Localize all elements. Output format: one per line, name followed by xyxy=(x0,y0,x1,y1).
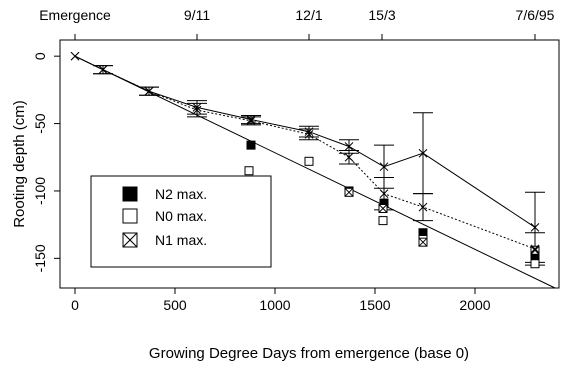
data-point-N1-3-cross-b xyxy=(530,245,540,255)
data-point-mean1-9 xyxy=(530,222,540,232)
data-point-mean1-8-stroke-b xyxy=(418,148,428,158)
legend-marker-shape xyxy=(122,186,138,202)
series-lines-layer xyxy=(74,55,536,250)
data-point-mean2-9 xyxy=(530,244,540,254)
data-point-N0-2-shape xyxy=(378,216,388,226)
x-tick-label-1: 500 xyxy=(163,297,187,313)
data-point-N0-2 xyxy=(378,216,388,226)
data-point-mean1-4-stroke-b xyxy=(246,115,256,124)
y-tick-label-1: -50 xyxy=(32,113,48,133)
x-tick-label-3: 1500 xyxy=(359,297,390,313)
data-point-mean2-6 xyxy=(344,152,354,162)
ticks-layer: 0 500 1000 1500 2000 0 -50 -100 -150 xyxy=(32,52,491,313)
data-point-mean2-2 xyxy=(144,86,154,96)
legend-marker-shape xyxy=(122,208,138,224)
data-point-mean1-6-stroke-b xyxy=(344,142,354,151)
data-point-N2-0 xyxy=(246,140,256,150)
data-point-mean2-0 xyxy=(70,51,80,61)
legend-marker-N0 xyxy=(122,208,138,224)
data-point-mean2-9-stroke-b xyxy=(530,244,540,254)
data-point-mean1-5 xyxy=(304,127,314,137)
data-point-mean1-3 xyxy=(192,103,202,112)
top-tick-label-2: 12/1 xyxy=(295,7,322,23)
data-point-N0-1-shape xyxy=(304,156,314,166)
top-tick-label-3: 15/3 xyxy=(368,7,395,23)
series-line-mean2 xyxy=(74,55,536,250)
data-point-mean1-7-stroke-b xyxy=(379,162,389,172)
data-point-mean2-1-stroke-b xyxy=(98,65,108,75)
data-point-N0-0-shape xyxy=(244,166,254,176)
data-point-mean1-7 xyxy=(379,162,389,172)
data-point-mean2-8 xyxy=(418,202,428,212)
data-point-mean2-2-stroke-b xyxy=(144,86,154,96)
data-point-mean2-7-stroke-b xyxy=(379,189,389,199)
data-point-mean2-6-stroke-b xyxy=(344,152,354,162)
legend: N2 max. N0 max. N1 max. xyxy=(90,175,272,268)
legend-box xyxy=(90,175,272,268)
x-tick-label-2: 1000 xyxy=(259,297,290,313)
data-point-mean1-6 xyxy=(344,142,354,151)
x-tick-label-4: 2000 xyxy=(459,297,490,313)
data-point-mean2-5-stroke-b xyxy=(304,129,314,139)
data-point-mean1-9-stroke-b xyxy=(530,222,540,232)
data-point-mean2-7 xyxy=(379,189,389,199)
x-axis-label: Growing Degree Days from emergence (base… xyxy=(149,345,469,362)
data-point-mean2-0-stroke-b xyxy=(70,51,80,61)
top-tick-label-4: 7/6/95 xyxy=(516,7,555,23)
legend-label-n2: N2 max. xyxy=(155,186,207,202)
data-point-mean1-3-stroke-b xyxy=(192,103,202,112)
data-point-N0-0 xyxy=(244,166,254,176)
data-point-mean2-1 xyxy=(98,65,108,75)
markers-layer xyxy=(70,51,540,269)
y-axis-label: Rooting depth (cm) xyxy=(11,100,28,228)
legend-markers xyxy=(122,186,138,248)
top-tick-label-0: Emergence xyxy=(39,7,111,23)
x-tick-label-0: 0 xyxy=(71,297,79,313)
y-tick-label-3: -150 xyxy=(32,244,48,272)
legend-label-n0: N0 max. xyxy=(155,208,207,224)
legend-marker-N2 xyxy=(122,186,138,202)
data-point-N0-4 xyxy=(530,259,540,269)
data-point-mean2-8-stroke-b xyxy=(418,202,428,212)
legend-label-n1: N1 max. xyxy=(155,232,207,248)
data-point-N1-2 xyxy=(418,237,428,247)
data-point-N0-1 xyxy=(304,156,314,166)
data-point-N1-0-cross-b xyxy=(344,187,354,197)
data-point-mean2-4 xyxy=(246,116,256,126)
top-tick-label-1: 9/11 xyxy=(184,7,210,23)
data-point-N2-0-shape xyxy=(246,140,256,150)
data-point-mean2-3-stroke-b xyxy=(192,105,202,115)
data-point-mean2-5 xyxy=(304,129,314,139)
data-point-N0-4-shape xyxy=(530,259,540,269)
data-point-mean1-4 xyxy=(246,115,256,124)
top-axis-layer: Emergence 9/11 12/1 15/3 7/6/95 xyxy=(39,7,555,40)
data-point-mean1-8 xyxy=(418,148,428,158)
data-point-N1-2-cross-b xyxy=(418,237,428,247)
y-tick-label-0: 0 xyxy=(32,52,48,60)
legend-marker-N1 xyxy=(122,232,138,248)
data-point-N1-0 xyxy=(344,187,354,197)
data-point-mean2-3 xyxy=(192,105,202,115)
data-point-N1-1-cross-b xyxy=(378,204,388,213)
data-point-N1-1 xyxy=(378,203,388,213)
y-tick-label-2: -100 xyxy=(32,177,48,205)
legend-marker-cross-b xyxy=(122,232,138,248)
data-point-N1-3 xyxy=(530,245,540,255)
data-point-mean2-4-stroke-b xyxy=(246,116,256,126)
data-point-mean1-5-stroke-b xyxy=(304,127,314,137)
